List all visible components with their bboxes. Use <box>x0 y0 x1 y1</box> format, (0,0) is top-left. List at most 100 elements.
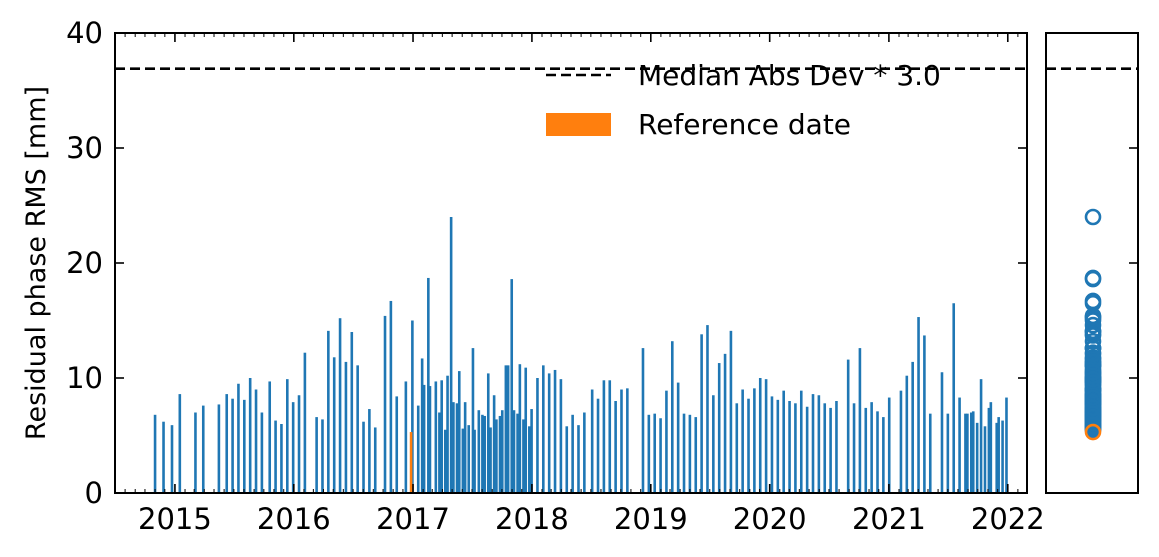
bar <box>411 320 414 493</box>
x-tick-label: 2019 <box>614 502 688 536</box>
bar <box>979 379 983 493</box>
bar <box>923 335 926 493</box>
bar <box>528 426 531 493</box>
bar <box>970 412 973 493</box>
bar <box>647 414 651 493</box>
side-point <box>1084 389 1102 406</box>
bar <box>1001 420 1004 493</box>
bar <box>427 277 430 493</box>
y-tick-label: 0 <box>85 476 103 510</box>
bar <box>237 383 240 493</box>
bar <box>225 394 229 493</box>
bar <box>422 384 426 493</box>
bar <box>1005 397 1008 493</box>
bar <box>940 372 944 493</box>
bar <box>864 407 868 493</box>
side-point <box>1084 270 1102 288</box>
bar <box>506 365 510 493</box>
bar <box>946 413 950 493</box>
bar <box>717 363 721 493</box>
side-point <box>1084 332 1102 350</box>
x-tick-label: 2020 <box>733 502 807 536</box>
bar <box>577 425 580 493</box>
bar <box>788 401 791 493</box>
bar <box>571 414 574 493</box>
bar <box>602 380 606 493</box>
side-point <box>1084 208 1102 226</box>
x-tick-label: 2022 <box>971 502 1045 536</box>
bar <box>467 425 471 493</box>
bar <box>641 348 645 493</box>
bar <box>776 399 780 493</box>
bar <box>434 381 438 493</box>
bar <box>248 378 252 493</box>
bar <box>498 415 502 493</box>
bar <box>518 364 522 493</box>
bar <box>852 403 856 493</box>
bar <box>596 398 600 493</box>
bar <box>457 371 461 493</box>
bar <box>882 417 885 493</box>
bar <box>688 414 692 493</box>
bar <box>536 378 539 493</box>
bar <box>254 389 258 493</box>
bar <box>653 413 657 493</box>
bar <box>553 369 557 493</box>
bar <box>758 378 762 493</box>
y-tick-label: 10 <box>66 361 103 395</box>
side-point <box>1084 363 1102 381</box>
bar <box>291 402 295 493</box>
bar <box>231 398 234 493</box>
main-plot-area: 0 10 20 30 40 2015 2016 2017 2018 2019 2020 2021 202… <box>66 16 1045 536</box>
bar <box>614 401 617 493</box>
bar <box>794 403 797 493</box>
bar <box>504 365 508 493</box>
bar <box>858 348 862 493</box>
bar <box>997 417 1000 493</box>
bar <box>547 373 551 493</box>
bar <box>452 402 455 493</box>
bar <box>268 381 272 493</box>
bar <box>829 407 832 493</box>
bar <box>782 390 785 493</box>
bar <box>368 409 371 493</box>
bar <box>735 403 739 493</box>
side-scatter-panel <box>1045 32 1139 494</box>
bar <box>383 315 387 493</box>
bar <box>486 373 490 493</box>
bar <box>274 420 277 493</box>
bar <box>315 417 318 493</box>
bar <box>620 389 623 493</box>
bar <box>559 379 563 493</box>
legend-label: Median Abs Dev * 3.0 <box>638 59 941 92</box>
bar <box>495 419 498 493</box>
bar <box>483 415 486 493</box>
bar <box>449 217 453 493</box>
bar <box>975 422 979 493</box>
bar <box>404 381 408 493</box>
bar <box>799 390 803 493</box>
side-reference-point <box>1084 423 1102 441</box>
bar <box>201 405 205 493</box>
bar <box>905 375 909 493</box>
bar <box>729 330 733 493</box>
bar <box>350 332 354 493</box>
bar <box>178 394 182 493</box>
bar <box>389 300 393 493</box>
bar <box>626 388 629 493</box>
bar <box>455 403 459 493</box>
bar <box>522 419 525 493</box>
bar <box>835 401 838 493</box>
side-point <box>1084 327 1102 344</box>
bar <box>995 422 999 493</box>
bar <box>153 414 157 493</box>
side-point <box>1084 399 1102 417</box>
bar <box>500 410 504 493</box>
bar <box>846 359 850 493</box>
bar <box>530 409 533 493</box>
bar <box>741 389 744 493</box>
bar <box>510 279 514 493</box>
bar <box>438 412 441 493</box>
bar <box>899 390 903 493</box>
